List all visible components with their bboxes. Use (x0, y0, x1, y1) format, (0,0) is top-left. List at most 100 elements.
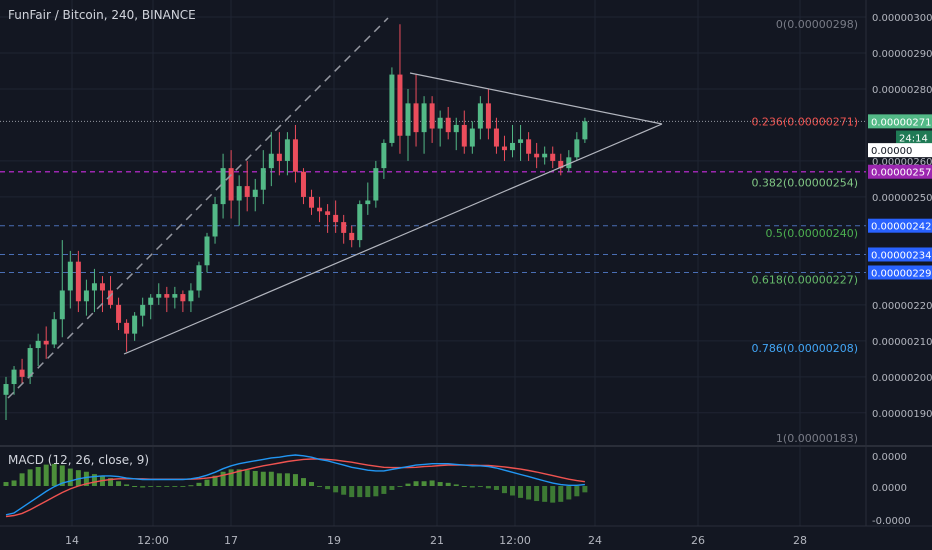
candle-body (99, 283, 105, 291)
candle-body (365, 200, 371, 205)
candle-body (172, 294, 178, 298)
candle-body (405, 103, 411, 136)
dashed-trend-line (7, 17, 389, 399)
y-tick-label: 0.00000220 (872, 301, 932, 312)
macd-histogram-bar (397, 486, 403, 487)
candle-body (292, 139, 298, 172)
candle-body (276, 153, 282, 161)
macd-histogram-bar (51, 463, 57, 486)
macd-histogram-bar (27, 469, 33, 486)
macd-histogram-bar (365, 486, 371, 498)
price-label-box (868, 247, 932, 262)
candle-body (220, 168, 226, 205)
fib-level-label: 0.5(0.00000240) (765, 227, 858, 240)
candle-body (108, 290, 114, 305)
candle-body (27, 348, 33, 377)
macd-histogram-bar (429, 480, 435, 486)
macd-histogram-bar (204, 479, 210, 486)
macd-histogram-bar (228, 469, 234, 486)
macd-histogram-bar (132, 486, 138, 487)
fib-level-label: 0.618(0.00000227) (751, 274, 858, 287)
x-tick-label: 26 (691, 534, 705, 547)
candle-body (461, 124, 467, 147)
macd-y-tick: -0.0000 (872, 516, 911, 527)
macd-histogram-bar (477, 486, 483, 487)
macd-histogram-bar (196, 482, 202, 486)
candle-body (19, 369, 25, 377)
macd-histogram-bar (300, 478, 306, 486)
macd-histogram-bar (11, 480, 17, 486)
candle-body (534, 153, 540, 158)
macd-histogram-bar (542, 486, 548, 502)
candle-body (309, 196, 315, 208)
candle-body (317, 207, 323, 212)
macd-histogram-bar (325, 486, 331, 490)
macd-histogram-bar (373, 486, 379, 497)
price-label-box (868, 164, 932, 179)
macd-histogram-bar (236, 469, 242, 486)
macd-histogram-bar (156, 486, 162, 487)
macd-histogram-bar (140, 486, 146, 488)
candle-body (252, 189, 258, 197)
candle-body (389, 74, 395, 143)
candle-body (445, 117, 451, 133)
x-tick-label: 12:00 (137, 534, 169, 547)
macd-histogram-bar (212, 475, 218, 486)
x-tick-label: 24 (588, 534, 602, 547)
candle-body (518, 139, 524, 143)
candle-body (35, 340, 41, 349)
y-tick-label: 0.00000260 (872, 157, 932, 168)
macd-histogram-bar (469, 486, 475, 488)
candle-body (333, 214, 339, 223)
macd-histogram-bar (558, 486, 564, 502)
candle-body (325, 211, 331, 215)
macd-histogram-bar (67, 468, 73, 486)
candle-body (477, 103, 483, 129)
candle-body (566, 157, 572, 169)
candle-body (421, 103, 427, 133)
macd-histogram-bar (574, 486, 580, 497)
candle-body (204, 236, 210, 266)
candle-body (59, 290, 65, 320)
candle-body (196, 265, 202, 291)
price-label-box (868, 143, 932, 158)
candle-body (397, 74, 403, 136)
x-tick-label: 14 (65, 534, 79, 547)
macd-histogram-bar (453, 484, 459, 486)
candle-body (148, 297, 154, 305)
macd-histogram-bar (180, 486, 186, 487)
candle-body (550, 153, 556, 161)
macd-histogram-bar (381, 486, 387, 494)
macd-histogram-bar (566, 486, 572, 500)
macd-histogram-bar (244, 470, 250, 486)
candle-body (228, 168, 234, 201)
candle-body (116, 304, 122, 323)
macd-histogram-bar (172, 486, 178, 487)
macd-y-tick: 0.0000 (872, 483, 907, 494)
price-label-box (868, 114, 932, 129)
macd-histogram-bar (164, 486, 170, 487)
macd-histogram-bar (349, 486, 355, 498)
fib-level-label: 0.236(0.00000271) (751, 115, 858, 128)
candle-body (140, 304, 146, 316)
candle-body (67, 261, 73, 291)
price-label: 24:14 (899, 134, 928, 145)
candle-body (180, 294, 186, 302)
candle-body (542, 153, 548, 158)
candle-body (268, 153, 274, 169)
candle-body (43, 340, 49, 345)
macd-histogram-bar (268, 471, 274, 486)
candle-body (132, 315, 138, 334)
macd-histogram-bar (83, 471, 89, 486)
y-tick-label: 0.00000200 (872, 373, 932, 384)
y-tick-label: 0.00000290 (872, 49, 932, 60)
macd-histogram-bar (124, 484, 130, 486)
price-label: 0.00000229 (871, 268, 931, 279)
candle-body (212, 204, 218, 237)
fib-level-label: 0.786(0.00000208) (751, 342, 858, 355)
macd-histogram-bar (437, 482, 443, 486)
candle-body (244, 186, 250, 197)
macd-histogram-bar (252, 470, 258, 486)
candle-body (11, 369, 17, 385)
